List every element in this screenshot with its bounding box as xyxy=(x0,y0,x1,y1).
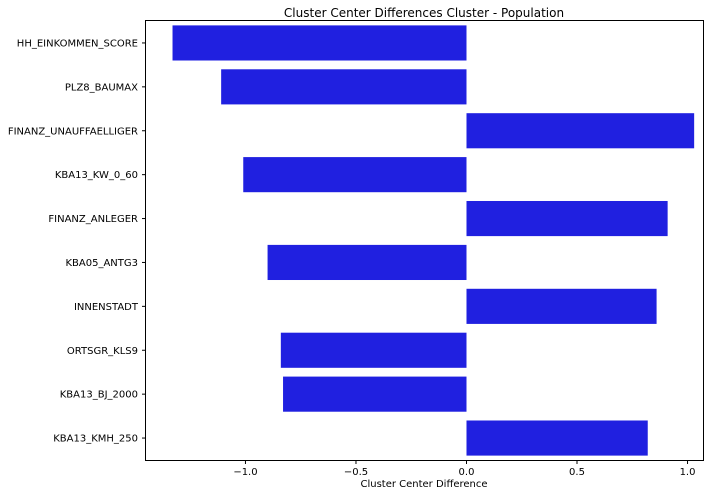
bar-kba13-kw-0-60 xyxy=(243,157,467,193)
y-tick-label: KBA13_BJ_2000 xyxy=(60,390,138,401)
bar-innenstadt xyxy=(466,288,657,324)
plot-frame xyxy=(145,20,704,461)
y-tick-label: KBA13_KMH_250 xyxy=(53,434,138,445)
x-tick-label: 0.0 xyxy=(459,467,475,478)
x-axis-label: Cluster Center Difference xyxy=(360,479,487,490)
x-tick-label: 1.0 xyxy=(680,467,696,478)
y-tick-label: ORTSGR_KLS9 xyxy=(67,346,138,357)
y-tick-label: PLZ8_BAUMAX xyxy=(65,82,138,93)
bar-finanz-unauffaelliger xyxy=(466,113,695,149)
y-tick-label: INNENSTADT xyxy=(74,302,139,313)
bar-plz8-baumax xyxy=(221,69,467,105)
bar-kba13-bj-2000 xyxy=(283,376,467,412)
y-tick-label: FINANZ_ANLEGER xyxy=(48,214,138,225)
x-tick-label: −0.5 xyxy=(344,467,368,478)
bar-kba13-kmh-250 xyxy=(466,420,648,456)
bar-finanz-anleger xyxy=(466,200,668,237)
y-tick-label: FINANZ_UNAUFFAELLIGER xyxy=(8,126,138,137)
y-tick-label: KBA13_KW_0_60 xyxy=(55,170,138,181)
x-ticks-group: −1.0 −0.5 0.0 0.5 1.0 xyxy=(233,460,695,478)
bar-hh-einkommen-score xyxy=(172,25,467,61)
y-ticks-group: HH_EINKOMMEN_SCORE PLZ8_BAUMAX FINANZ_UNAU… xyxy=(8,38,146,445)
bars-group xyxy=(172,25,695,456)
bar-kba05-antg3 xyxy=(267,244,467,281)
bar-ortsgr-kls9 xyxy=(280,332,467,368)
x-tick-label: −1.0 xyxy=(233,467,257,478)
y-tick-label: HH_EINKOMMEN_SCORE xyxy=(17,38,138,49)
chart-title: Cluster Center Differences Cluster - Pop… xyxy=(284,6,564,20)
y-tick-label: KBA05_ANTG3 xyxy=(65,258,138,269)
x-tick-label: 0.5 xyxy=(569,467,585,478)
